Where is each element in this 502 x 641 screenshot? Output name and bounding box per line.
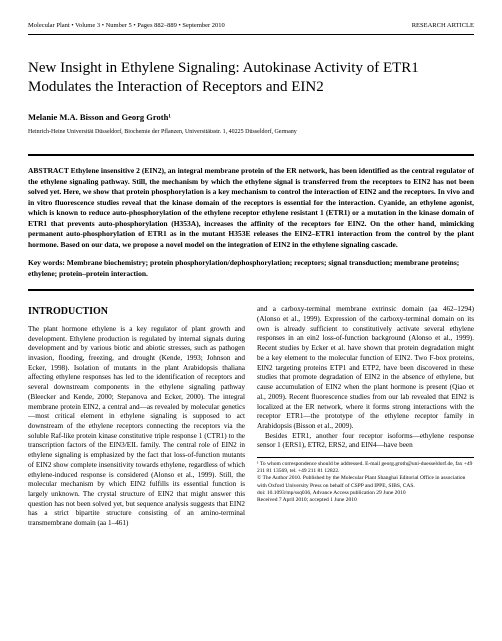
paragraph: The plant hormone ethylene is a key regu… (28, 325, 245, 529)
column-right: and a carboxy-terminal membrane extrinsi… (257, 305, 474, 529)
footnote-doi: doi: 10.1093/mp/ssq036, Advance Access p… (257, 490, 474, 497)
journal-header: Molecular Plant • Volume 3 • Number 5 • … (28, 22, 474, 35)
abstract-text: ABSTRACT Ethylene insensitive 2 (EIN2), … (28, 166, 474, 250)
footnote-correspondence: ¹ To whom correspondence should be addre… (257, 461, 474, 475)
paragraph: and a carboxy-terminal membrane extrinsi… (257, 305, 474, 431)
journal-meta-left: Molecular Plant • Volume 3 • Number 5 • … (28, 22, 225, 31)
footnote-block: ¹ To whom correspondence should be addre… (257, 457, 474, 504)
article-title: New Insight in Ethylene Signaling: Autok… (28, 59, 474, 98)
footnote-copyright: © The Author 2010. Published by the Mole… (257, 475, 474, 489)
paragraph: Besides ETR1, another four receptor isof… (257, 432, 474, 451)
affiliation: Heinrich-Heine Universität Düsseldorf, B… (28, 128, 474, 136)
body-columns: INTRODUCTION The plant hormone ethylene … (28, 305, 474, 529)
footnote-dates: Received 7 April 2010; accepted 1 June 2… (257, 497, 474, 504)
section-heading-introduction: INTRODUCTION (28, 305, 245, 319)
column-left: INTRODUCTION The plant hormone ethylene … (28, 305, 245, 529)
abstract-block: ABSTRACT Ethylene insensitive 2 (EIN2), … (28, 154, 474, 291)
authors: Melanie M.A. Bisson and Georg Groth¹ (28, 112, 474, 123)
keywords: Key words: Membrane biochemistry; protei… (28, 258, 474, 279)
journal-meta-right: RESEARCH ARTICLE (412, 22, 474, 31)
